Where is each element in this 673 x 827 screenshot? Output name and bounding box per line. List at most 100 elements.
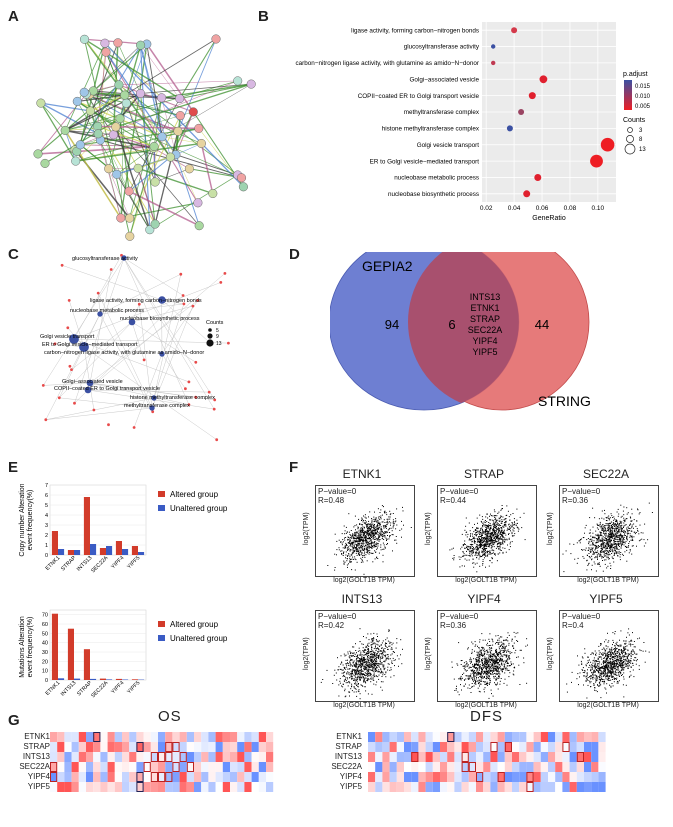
scatter-point [351,542,353,544]
scatter-point [380,531,382,533]
scatter-point [466,669,468,671]
scatter-point [494,524,496,526]
scatter-point [504,672,506,674]
scatter-point [589,541,591,543]
scatter-point [607,528,609,530]
scatter-point [475,644,477,646]
scatter-point [602,550,604,552]
scatter-point [360,669,362,671]
scatter-point [614,525,616,527]
scatter-point [357,669,359,671]
scatter-point [453,559,455,561]
scatter-point [494,662,496,663]
scatter-point [366,652,368,654]
scatter-point [496,515,498,517]
scatter-point [637,509,639,511]
scatter-point [369,678,371,680]
mut-legend-altered: Altered group [170,620,219,629]
scatter-point [382,666,384,668]
cnet-label-carbon-nitrogen-ligase: carbon−nitrogen ligase activity, with gl… [44,350,204,356]
scatter-point [367,668,369,670]
scatter-point [482,660,483,662]
scatter-point [364,672,366,674]
scatter-point [496,523,498,525]
dotplot-grid [482,22,616,202]
scatter-point [350,542,352,544]
scatter-point [359,641,361,643]
scatter-plot-area: P−value=0 R=0.44 [437,485,537,577]
scatter-point [479,666,481,668]
scatter-point [349,540,351,542]
scatter-point [604,553,606,555]
scatter-point [360,661,362,663]
scatter-point [477,547,478,549]
scatter-point [374,653,376,654]
scatter-point [472,669,474,671]
scatter-point [616,520,618,521]
scatter-point [357,537,359,538]
scatter-point [465,534,467,536]
scatter-point [341,672,343,674]
scatter-point [638,533,640,535]
scatter-plot-area: P−value=0 R=0.48 [315,485,415,577]
network-edge [105,51,120,85]
scatter-point [594,537,596,539]
scatter-point [512,645,514,646]
scatter-point [367,523,369,525]
scatter-point [588,541,590,543]
scatter-point [387,543,388,544]
scatter-point [478,550,480,552]
scatter-point [603,544,605,546]
bar-unaltered [138,552,145,555]
scatter-point [609,525,611,527]
scatter-point [491,658,493,660]
scatter-point [359,676,361,678]
scatter-point [498,539,500,541]
scatter-point [347,550,349,551]
scatter-point [593,553,595,555]
scatter-point [498,646,500,648]
network-node [173,126,183,136]
scatter-point [608,518,610,520]
scatter-point [493,661,495,663]
scatter-point [452,557,454,559]
scatter-point [478,679,480,681]
scatter-point [356,683,358,685]
scatter-point [375,520,377,522]
scatter-point [603,551,605,553]
scatter-point [357,542,359,544]
scatter-point [358,536,360,538]
scatter-point [370,532,372,534]
scatter-point [466,547,467,548]
scatter-point [366,549,368,551]
scatter-point [619,523,620,525]
scatter-point [377,534,379,536]
scatter-point [507,640,509,642]
scatter-point [370,540,372,542]
scatter-point [347,548,349,550]
scatter-point [368,516,369,518]
scatter-point [355,547,357,549]
scatter-point [497,531,499,533]
scatter-point [369,550,371,552]
cnet-gene-node [194,395,198,399]
scatter-point [391,663,393,664]
scatter-point [352,549,354,551]
scatter-point [355,677,357,679]
scatter-point [374,538,376,540]
scatter-point [354,531,356,533]
scatter-point [483,549,485,550]
scatter-point [373,637,375,639]
scatter-point [605,545,607,546]
scatter-point [608,546,609,547]
scatter-point [617,544,619,546]
cnet-gene-node [44,418,48,422]
scatter-point [468,550,470,552]
scatter-point [453,555,455,556]
bar-ytick: 0 [45,678,48,684]
cnet-term-node [69,334,79,344]
scatter-point [381,514,383,516]
scatter-point [456,663,458,665]
scatter-point [360,653,362,655]
scatter-point [373,655,375,656]
